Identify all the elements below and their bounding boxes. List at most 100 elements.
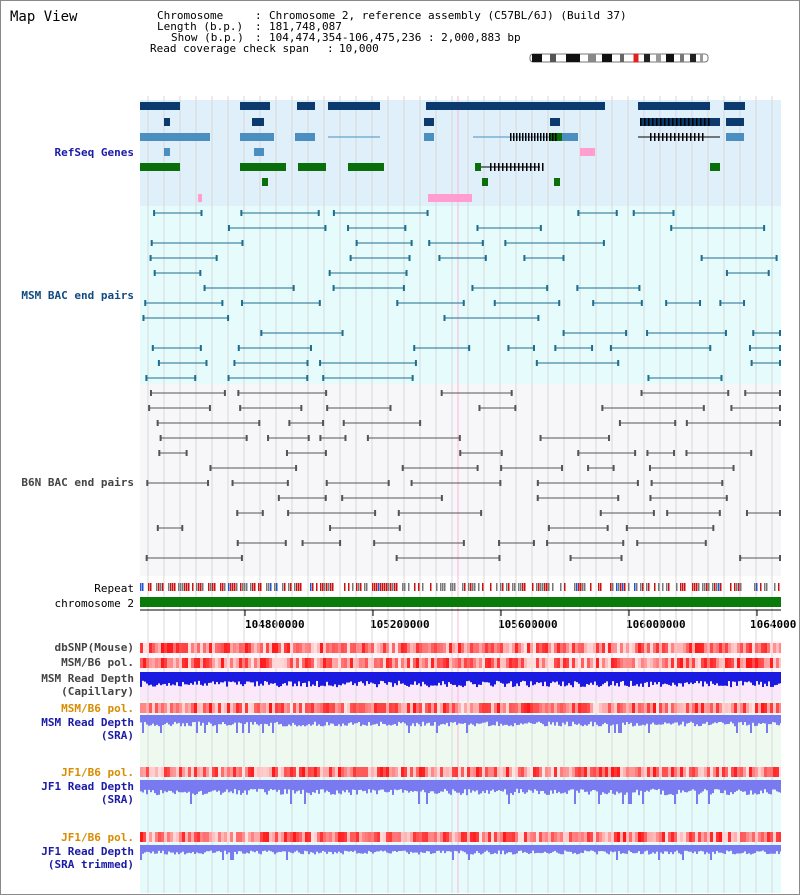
jf1-depth-trim-bar	[740, 845, 742, 854]
jf1-depth-trim-bar	[540, 845, 542, 854]
dbsnp-heat	[452, 643, 455, 653]
msm-pol-2-label[interactable]: MSM/B6 pol.	[61, 702, 134, 715]
jf1-pol-2-heat	[305, 832, 308, 842]
msm-bac-pair-end	[609, 345, 612, 351]
repeat-mark	[680, 583, 682, 591]
jf1-pol-2-heat	[440, 832, 443, 842]
msm-depth-sra-bar	[634, 715, 636, 726]
dbsnp-heat	[713, 643, 716, 653]
msm-depth-capillary-bar	[560, 672, 562, 687]
dbsnp-heat	[179, 643, 182, 653]
msm-depth-capillary-bar	[708, 672, 710, 687]
b6n-bac-pair-end	[209, 465, 212, 471]
jf1-depth-sra-bar	[376, 780, 378, 795]
jf1-depth-sra-bar	[414, 780, 416, 791]
repeat-mark	[376, 583, 378, 591]
msm-depth-sra-bar	[150, 715, 152, 726]
jf1-pol-heat	[335, 767, 338, 777]
jf1-depth-sra-bar	[514, 780, 516, 792]
jf1-depth-trim-bar	[352, 845, 354, 852]
msm-pol-heat	[686, 658, 689, 668]
jf1-pol-2-heat	[281, 832, 284, 842]
exon-tick	[690, 133, 692, 141]
jf1-depth-sra-bar	[382, 780, 384, 790]
jf1-depth-trim-bar	[192, 845, 194, 852]
jf1-pol-2-heat	[308, 832, 311, 842]
jf1-pol-2-heat	[566, 832, 569, 842]
jf1-depth-sra-bar	[408, 780, 410, 793]
msm-pol-heat	[296, 658, 299, 668]
msm-pol-heat	[206, 658, 209, 668]
jf1-pol-heat	[587, 767, 590, 777]
repeat-mark	[764, 583, 766, 591]
jf1-depth-sra-label[interactable]: JF1 Read Depth	[41, 780, 134, 793]
msm-depth-sra-bar	[750, 715, 752, 733]
msm-pol-heat	[254, 658, 257, 668]
b6n-bac-label[interactable]: B6N BAC end pairs	[21, 476, 134, 489]
b6n-bac-pair-end	[208, 405, 211, 411]
dbsnp-heat	[257, 643, 260, 653]
jf1-pol-label[interactable]: JF1/B6 pol.	[61, 766, 134, 779]
refseq-genes-label[interactable]: RefSeq Genes	[54, 146, 134, 159]
dbsnp-heat	[449, 643, 452, 653]
msm-bac-pair-end	[317, 210, 320, 216]
msm-bac-pair-end	[355, 240, 358, 246]
msm-depth-sra-bar	[594, 715, 596, 723]
msm-pol-2-heat	[149, 703, 152, 713]
jf1-depth-trim-bar	[286, 845, 288, 860]
repeat-mark	[520, 583, 522, 591]
jf1-pol-heat	[404, 767, 407, 777]
msm-depth-capillary-bar	[406, 672, 408, 686]
header-info: Chromosome : Chromosome 2, reference ass…	[150, 9, 627, 55]
msm-pol-heat	[449, 658, 452, 668]
b6n-bac-pair-end	[286, 480, 289, 486]
msm-depth-sra-bar	[140, 715, 142, 723]
msm-bac-pair-end	[405, 270, 408, 276]
jf1-pol-heat	[638, 767, 641, 777]
genome-tracks-canvas[interactable]	[140, 96, 781, 893]
dbsnp-heat	[629, 643, 632, 653]
msm-bac-pair-end	[592, 300, 595, 306]
msm-pol-2-heat	[428, 703, 431, 713]
jf1-pol-2-label[interactable]: JF1/B6 pol.	[61, 831, 134, 844]
jf1-pol-2-heat	[737, 832, 740, 842]
dbsnp-label[interactable]: dbSNP(Mouse)	[54, 641, 134, 654]
exon-tick	[494, 163, 496, 171]
msm-depth-capillary-label[interactable]: MSM Read Depth	[41, 672, 134, 685]
dbsnp-heat	[659, 643, 662, 653]
dbsnp-heat	[482, 643, 485, 653]
msm-bac-pair-end	[562, 330, 565, 336]
repeat-mark	[472, 583, 474, 591]
jf1-pol-heat	[470, 767, 473, 777]
msm-depth-sra-bar	[526, 715, 528, 724]
jf1-pol-2-heat	[146, 832, 149, 842]
msm-depth-capillary-bar	[380, 672, 382, 681]
msm-pol-2-heat	[437, 703, 440, 713]
jf1-depth-sra-bar	[310, 780, 312, 796]
msm-depth-sra-label[interactable]: MSM Read Depth	[41, 716, 134, 729]
dbsnp-heat	[440, 643, 443, 653]
msm-pol-2-heat	[476, 703, 479, 713]
msm-pol-2-heat	[692, 703, 695, 713]
chromosome-ideogram[interactable]	[528, 52, 712, 64]
msm-pol-2-heat	[404, 703, 407, 713]
msm-depth-capillary-bar	[602, 672, 604, 685]
jf1-depth-sra-bar	[146, 780, 148, 795]
msm-depth-capillary-bar	[284, 672, 286, 684]
msm-pol-label[interactable]: MSM/B6 pol.	[61, 656, 134, 669]
jf1-pol-2-heat	[194, 832, 197, 842]
b6n-bac-pair-end	[319, 435, 322, 441]
jf1-depth-sra-bar	[320, 780, 322, 790]
repeat-mark	[620, 583, 622, 591]
msm-pol-2-heat	[326, 703, 329, 713]
msm-pol-heat	[764, 658, 767, 668]
refseq-gene	[240, 133, 274, 141]
msm-bac-label[interactable]: MSM BAC end pairs	[21, 289, 134, 302]
msm-pol-heat	[260, 658, 263, 668]
msm-depth-capillary-bar	[298, 672, 300, 682]
repeat-mark	[616, 583, 618, 591]
jf1-depth-trim-bar	[670, 845, 672, 853]
jf1-depth-trim-bar	[260, 845, 262, 855]
dbsnp-heat	[161, 643, 164, 653]
jf1-depth-trim-label[interactable]: JF1 Read Depth	[41, 845, 134, 858]
